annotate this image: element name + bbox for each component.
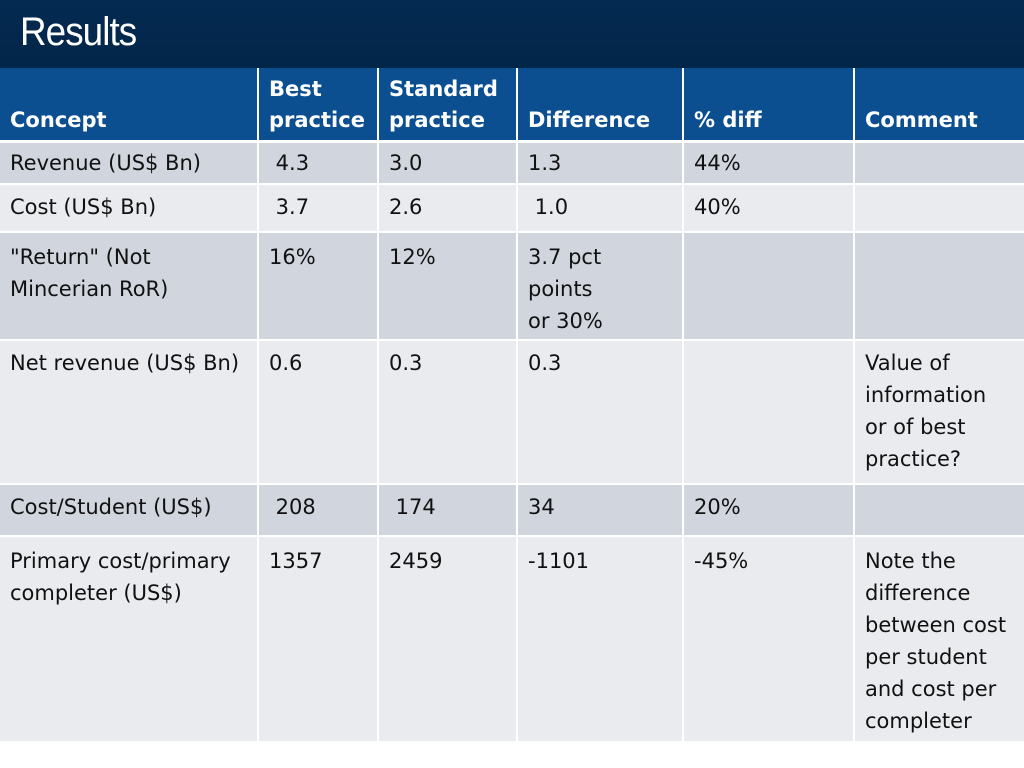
cell-comment [854,184,1024,233]
header-pct-diff: % diff [683,68,855,143]
cell-difference: 1.0 [517,184,684,233]
cell-best-practice: 4.3 [258,141,379,185]
cell-standard-practice: 12% [378,232,518,341]
cell-concept: Net revenue (US$ Bn) [0,340,259,485]
slide-title: Results [20,10,137,54]
cell-concept: Cost/Student (US$) [0,484,259,537]
header-standard-practice: Standard practice [378,68,518,143]
cell-concept: "Return" (Not Mincerian RoR) [0,232,259,341]
cell-best-practice: 16% [258,232,379,341]
cell-best-practice: 0.6 [258,340,379,485]
cell-comment: Note the difference between cost per stu… [854,536,1024,743]
cell-concept: Cost (US$ Bn) [0,184,259,233]
table-row: Primary cost/primary completer (US$) 135… [0,536,1024,743]
cell-standard-practice: 0.3 [378,340,518,485]
cell-comment [854,141,1024,185]
table-row: Cost (US$ Bn) 3.7 2.6 1.0 40% [0,184,1024,233]
cell-comment [854,232,1024,341]
table-row: Cost/Student (US$) 208 174 34 20% [0,484,1024,537]
table-row: Revenue (US$ Bn) 4.3 3.0 1.3 44% [0,141,1024,185]
cell-pct-diff [683,340,855,485]
cell-pct-diff: -45% [683,536,855,743]
cell-best-practice: 208 [258,484,379,537]
cell-pct-diff: 20% [683,484,855,537]
results-table: Concept Best practice Standard practice … [0,68,1024,743]
cell-standard-practice: 174 [378,484,518,537]
cell-pct-diff [683,232,855,341]
header-concept: Concept [0,68,259,143]
cell-difference: 0.3 [517,340,684,485]
cell-difference: 1.3 [517,141,684,185]
title-bar: Results [0,0,1024,68]
cell-best-practice: 1357 [258,536,379,743]
cell-best-practice: 3.7 [258,184,379,233]
cell-pct-diff: 40% [683,184,855,233]
cell-difference: 34 [517,484,684,537]
cell-difference: -1101 [517,536,684,743]
cell-comment [854,484,1024,537]
cell-standard-practice: 2.6 [378,184,518,233]
cell-standard-practice: 2459 [378,536,518,743]
header-comment: Comment [854,68,1024,143]
cell-comment: Value of information or of best practice… [854,340,1024,485]
header-difference: Difference [517,68,684,143]
cell-concept: Primary cost/primary completer (US$) [0,536,259,743]
table-header-row: Concept Best practice Standard practice … [0,68,1024,143]
cell-difference: 3.7 pct points or 30% [517,232,684,341]
table-row: Net revenue (US$ Bn) 0.6 0.3 0.3 Value o… [0,340,1024,485]
cell-concept: Revenue (US$ Bn) [0,141,259,185]
cell-standard-practice: 3.0 [378,141,518,185]
table-row: "Return" (Not Mincerian RoR) 16% 12% 3.7… [0,232,1024,341]
cell-pct-diff: 44% [683,141,855,185]
header-best-practice: Best practice [258,68,379,143]
